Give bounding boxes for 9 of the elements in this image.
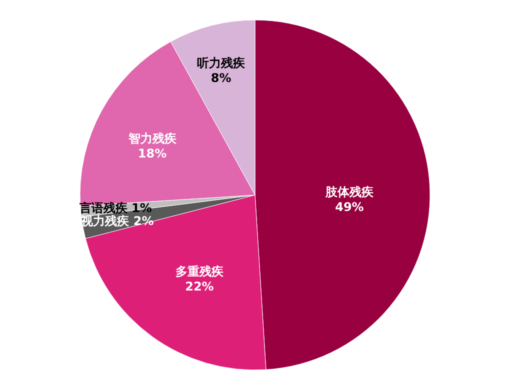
data-label: 8% [210,70,232,85]
data-label: 22% [185,279,214,294]
data-label: 49% [335,200,364,214]
slice-label: 听力残疾 [197,56,246,70]
slice-label: 智力残疾 [127,132,178,146]
slice-label: 多重残疾 [175,264,224,278]
slice-label: 肢体残疾 [324,185,374,200]
slice-label: 言语残疾 1% [78,201,152,216]
data-label: 18% [138,146,167,161]
